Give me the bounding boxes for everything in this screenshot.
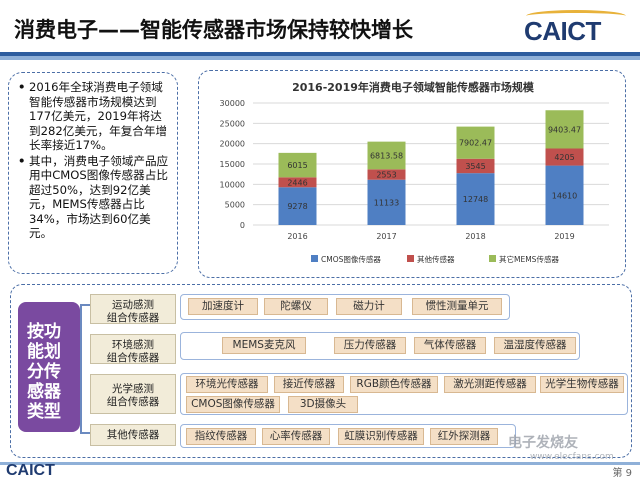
legend-label: 其它MEMS传感器 xyxy=(499,254,559,264)
y-tick-label: 0 xyxy=(240,221,245,230)
legend-swatch xyxy=(311,255,318,262)
logo-text: CAICT xyxy=(524,16,601,46)
data-label: 12748 xyxy=(463,195,488,204)
header-divider xyxy=(0,52,640,60)
sensor-chip: MEMS麦克风 xyxy=(222,337,306,354)
summary-bullet: 2016年全球消费电子领域智能传感器市场规模达到177亿美元，2019年将达到2… xyxy=(17,80,171,153)
sensor-chip: 磁力计 xyxy=(336,298,402,315)
data-label: 6813.58 xyxy=(370,151,403,160)
y-tick-label: 15000 xyxy=(220,160,245,169)
legend-label: CMOS图像传感器 xyxy=(321,254,381,264)
bar-segment xyxy=(456,158,495,174)
summary-box: 2016年全球消费电子领域智能传感器市场规模达到177亿美元，2019年将达到2… xyxy=(8,72,178,274)
side-label-line: 按功 xyxy=(27,322,61,342)
page-number: 第 9 xyxy=(612,468,632,479)
row-environment-frame xyxy=(180,332,580,360)
bar-segment xyxy=(456,173,495,225)
category-optical: 光学感测 组合传感器 xyxy=(90,374,176,414)
sensor-chip: 环境光传感器 xyxy=(186,376,268,393)
summary-bullet: 其中，消费电子领域产品应用中CMOS图像传感器占比超过50%，达到92亿美元，M… xyxy=(17,154,171,241)
y-tick-label: 30000 xyxy=(220,99,245,108)
chart-title: 2016-2019年消费电子领域智能传感器市场规模 xyxy=(292,80,535,94)
bar-segment xyxy=(545,148,584,166)
category-motion: 运动感测 组合传感器 xyxy=(90,294,176,324)
y-tick-label: 25000 xyxy=(220,119,245,128)
sensor-chip: 虹膜识别传感器 xyxy=(338,428,424,445)
footer-logo: CAICT xyxy=(6,462,55,479)
y-tick-label: 5000 xyxy=(225,201,245,210)
data-label: 4205 xyxy=(554,153,574,162)
sensor-chip: 红外探测器 xyxy=(430,428,498,445)
stacked-bar-chart: 2016-2019年消费电子领域智能传感器市场规模 0 5000 10000 15000… xyxy=(220,80,609,264)
watermark-url: www.elecfans.com xyxy=(530,452,614,462)
legend-swatch xyxy=(489,255,496,262)
classification-side-label: 按功 能划 分传 感器 类型 xyxy=(18,302,80,432)
bar-segment xyxy=(545,165,584,225)
category-environment: 环境感测 组合传感器 xyxy=(90,334,176,364)
bar-segment xyxy=(545,110,584,149)
side-label-line: 分传 xyxy=(27,362,61,382)
sensor-chip: 气体传感器 xyxy=(414,337,486,354)
sensor-chip: 温湿度传感器 xyxy=(494,337,576,354)
classification-bracket xyxy=(80,304,90,434)
row-optical-frame xyxy=(180,373,628,415)
legend-label: 其他传感器 xyxy=(417,254,455,264)
side-label-line: 能划 xyxy=(27,342,61,362)
sensor-chip: 激光测距传感器 xyxy=(444,376,536,393)
page-title: 消费电子——智能传感器市场保持较快增长 xyxy=(14,18,413,42)
sensor-chip: 惯性测量单元 xyxy=(412,298,502,315)
x-tick-label: 2017 xyxy=(376,232,396,241)
y-tick-label: 20000 xyxy=(220,140,245,149)
sensor-chip: 接近传感器 xyxy=(274,376,344,393)
bar-segment xyxy=(456,126,495,159)
sensor-chip: 加速度计 xyxy=(188,298,258,315)
data-label: 14610 xyxy=(552,191,577,200)
sensor-chip: RGB颜色传感器 xyxy=(350,376,438,393)
sensor-chip: 心率传感器 xyxy=(262,428,330,445)
bar-segment xyxy=(278,152,317,178)
bar-segment xyxy=(278,177,317,188)
legend-swatch xyxy=(407,255,414,262)
sensor-chip: 指纹传感器 xyxy=(186,428,256,445)
watermark: 电子发烧友 xyxy=(508,435,578,451)
chart-panel: 2016-2019年消费电子领域智能传感器市场规模 0 5000 10000 15000… xyxy=(198,70,626,278)
data-label: 11133 xyxy=(374,198,399,207)
x-tick-label: 2019 xyxy=(554,232,574,241)
bar-segment xyxy=(367,141,406,170)
category-other: 其他传感器 xyxy=(90,424,176,446)
data-label: 9403.47 xyxy=(548,125,581,134)
data-label: 9278 xyxy=(287,202,307,211)
bar-segment xyxy=(367,179,406,225)
caict-logo: CAICT xyxy=(524,8,630,48)
data-label: 2446 xyxy=(287,178,307,187)
sensor-chip: 压力传感器 xyxy=(334,337,406,354)
data-label: 7902.47 xyxy=(459,139,492,148)
sensor-chip: 光学生物传感器 xyxy=(540,376,624,393)
x-tick-label: 2018 xyxy=(465,232,485,241)
bar-segment xyxy=(367,169,406,180)
data-label: 6015 xyxy=(287,161,307,170)
logo-arc-icon xyxy=(526,10,626,22)
footer-divider xyxy=(0,462,640,465)
data-label: 3545 xyxy=(465,162,485,171)
sensor-chip: CMOS图像传感器 xyxy=(186,396,280,413)
row-motion-frame xyxy=(180,294,510,320)
data-label: 2553 xyxy=(376,171,396,180)
bar-segment xyxy=(278,187,317,225)
x-tick-label: 2016 xyxy=(287,232,307,241)
sensor-chip: 陀螺仪 xyxy=(264,298,328,315)
side-label-line: 感器 xyxy=(27,382,61,402)
classification-panel xyxy=(10,284,632,458)
side-label-line: 类型 xyxy=(27,402,61,422)
row-other-frame xyxy=(180,424,516,448)
sensor-chip: 3D摄像头 xyxy=(288,396,358,413)
y-tick-label: 10000 xyxy=(220,180,245,189)
